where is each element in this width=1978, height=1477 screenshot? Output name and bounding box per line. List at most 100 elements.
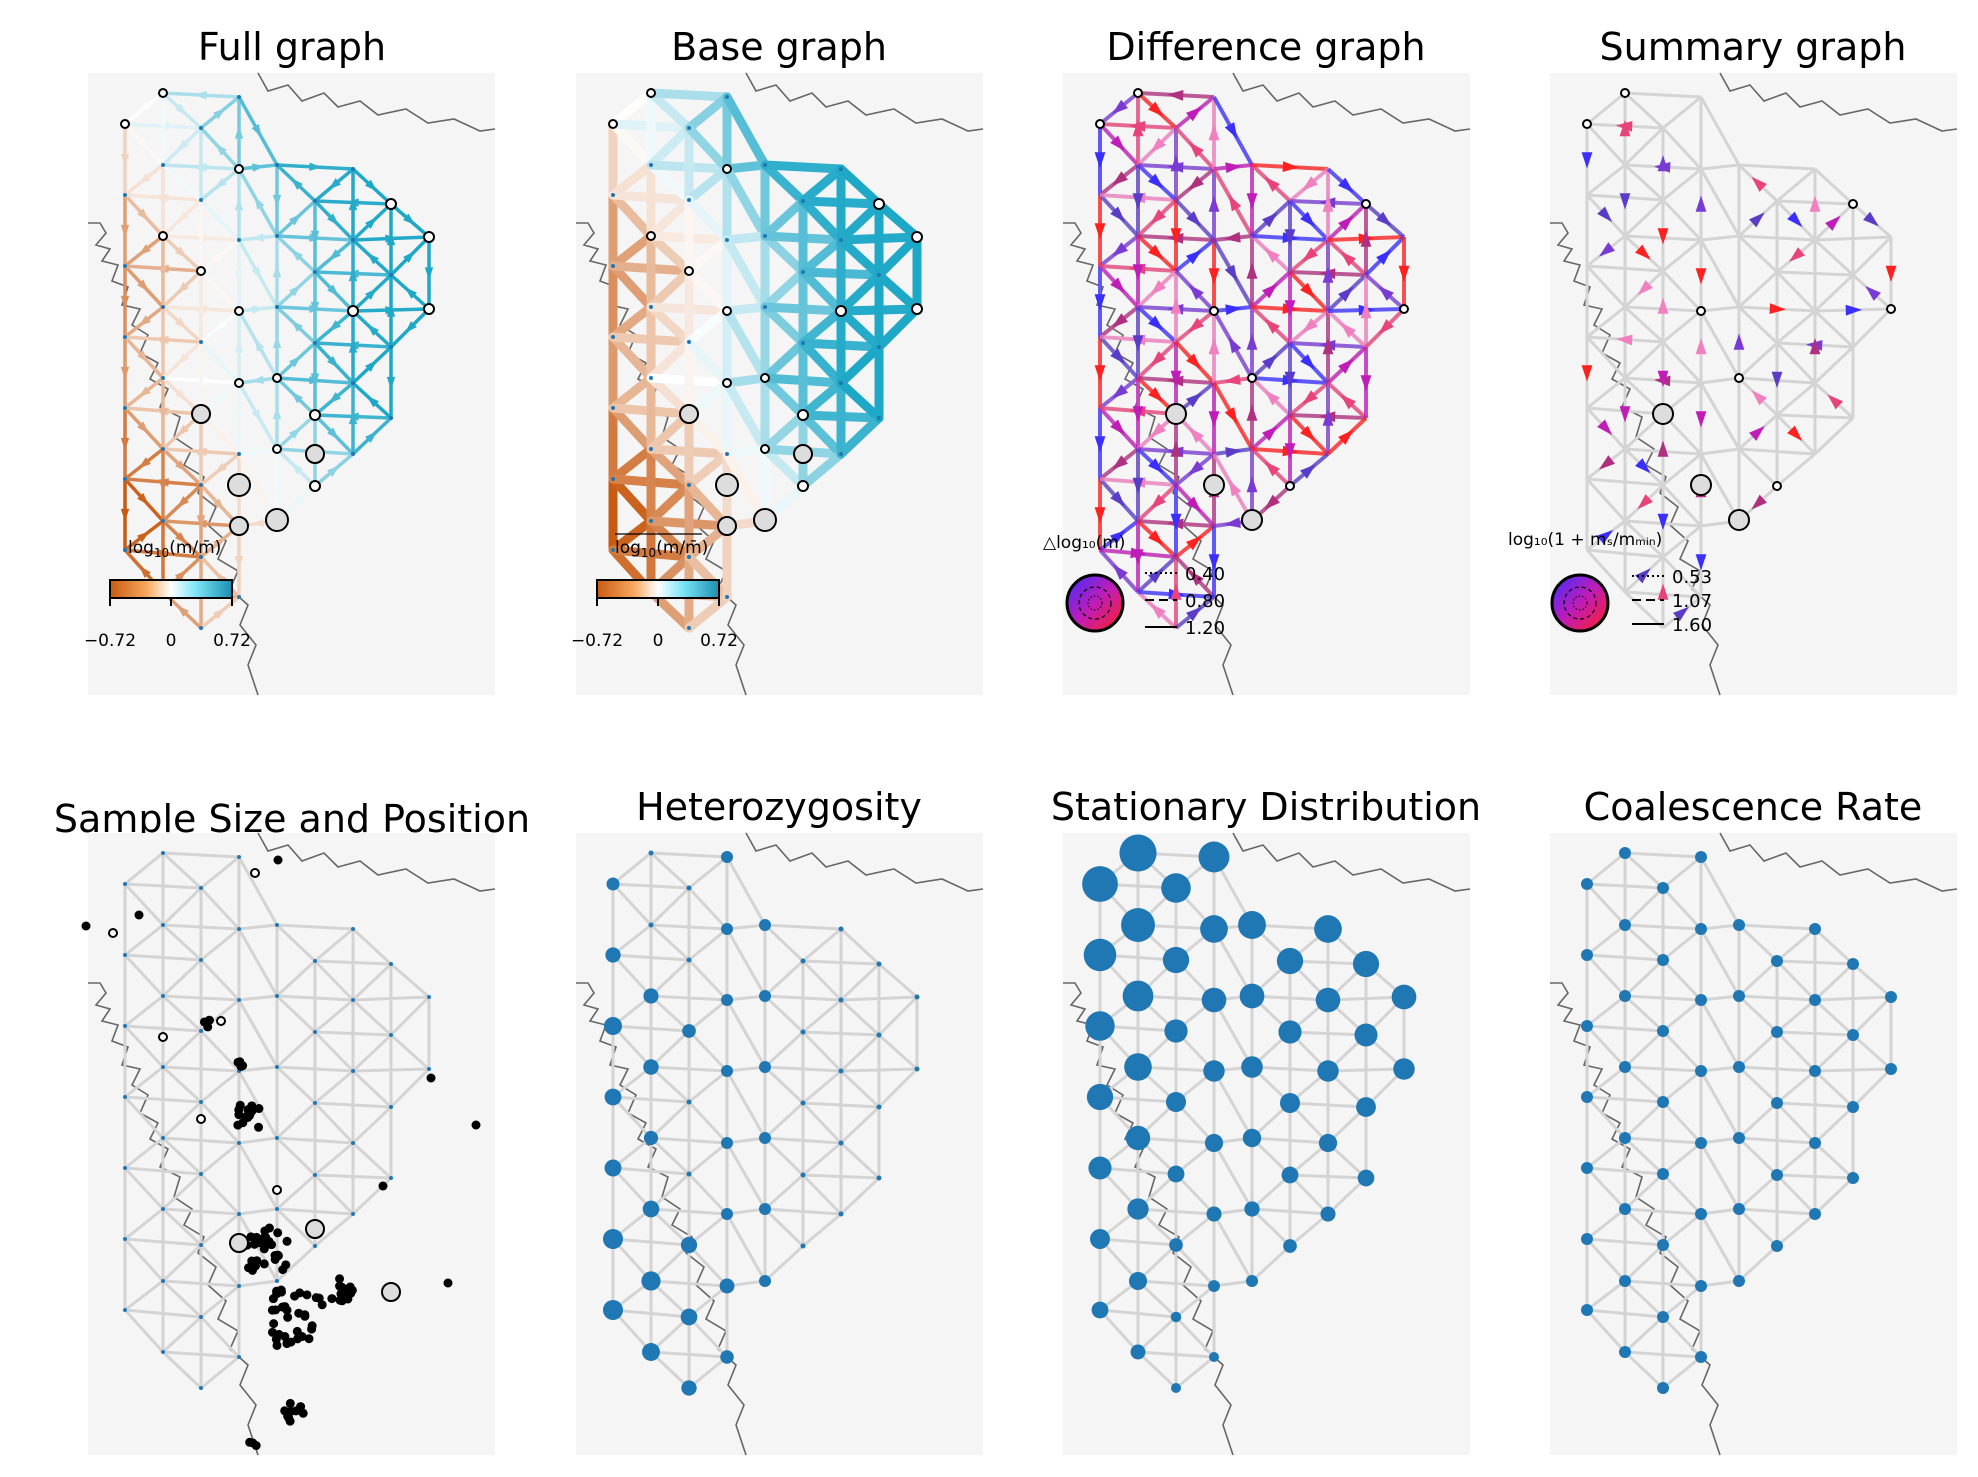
node-dot [1083, 938, 1117, 972]
graph-edge [649, 958, 691, 998]
node-dot [1242, 1128, 1262, 1148]
sampled-node [423, 303, 435, 315]
node-dot [648, 850, 654, 856]
sampled-node [1886, 304, 1896, 314]
direction-arrow [1751, 494, 1767, 510]
graph-node [313, 341, 317, 345]
edge-arrow [251, 448, 265, 457]
direction-arrow [1885, 265, 1897, 282]
graph-edge [1212, 999, 1254, 1068]
graph-node [389, 345, 393, 349]
graph-edge [763, 1207, 805, 1248]
graph-edge [839, 998, 881, 1037]
graph-edge [124, 1207, 164, 1241]
graph-edge [237, 856, 279, 926]
edge-arrow [251, 305, 265, 314]
direction-arrow [1112, 564, 1128, 580]
graph-edge [161, 958, 203, 998]
graph-edge [646, 337, 694, 383]
node-dot [721, 1208, 733, 1220]
graph-node [199, 1029, 203, 1033]
graph-edge [722, 373, 770, 388]
deme-marker [158, 1032, 168, 1042]
graph-edge [1661, 483, 1703, 528]
direction-arrow [1302, 247, 1318, 262]
direction-arrow [1695, 411, 1707, 428]
graph-edge [1175, 1355, 1215, 1390]
node-dot [838, 1068, 844, 1074]
node-dot [1203, 1060, 1225, 1082]
graph-edge [199, 1243, 241, 1288]
graph-node [123, 193, 127, 197]
sample-point [292, 1326, 302, 1336]
edge-arrow [175, 532, 188, 544]
graph-node [725, 452, 729, 456]
direction-arrow [1094, 436, 1106, 453]
edge-arrow [366, 252, 379, 265]
direction-arrow [1150, 209, 1166, 225]
graph-edge [1737, 234, 1779, 274]
direction-arrow [1300, 211, 1316, 227]
sample-point [296, 1402, 306, 1412]
graph-node [275, 234, 279, 238]
direction-arrow [1110, 135, 1126, 152]
graph-edge [608, 403, 656, 454]
direction-arrow [1360, 230, 1372, 247]
direction-arrow [1186, 353, 1202, 370]
graph-edge [836, 235, 884, 280]
graph-node [427, 995, 431, 999]
graph-edge [237, 999, 279, 1068]
graph-edge [1775, 341, 1817, 385]
graph-edge [200, 1212, 240, 1247]
edge-arrow [310, 301, 320, 315]
edge-arrow [158, 336, 168, 350]
graph-edge [123, 953, 165, 998]
graph-edge [1326, 1176, 1368, 1216]
graph-edge [1136, 1350, 1178, 1390]
graph-edge [649, 923, 691, 962]
graph-edge [1776, 1069, 1816, 1105]
direction-arrow [1340, 394, 1356, 410]
graph-edge [161, 994, 203, 1033]
graph-edge [836, 199, 884, 245]
graph-node [199, 198, 203, 202]
graph-edge [1136, 1315, 1178, 1354]
edge-arrow [234, 197, 244, 211]
graph-node [275, 163, 279, 167]
graph-edge [722, 92, 770, 170]
edge-arrow [365, 179, 378, 192]
edge-arrow [365, 288, 378, 300]
edge-arrow [251, 233, 265, 242]
edge-arrow [365, 360, 378, 372]
direction-arrow [1112, 99, 1128, 115]
graph-edge [649, 1207, 691, 1247]
node-dot [1771, 1097, 1783, 1109]
graph-edge [238, 1136, 278, 1145]
edge-arrow [176, 496, 189, 508]
graph-node [351, 998, 355, 1002]
northern-coastline [1719, 72, 1958, 132]
graph-edge [1586, 923, 1626, 957]
graph-edge [688, 1355, 728, 1390]
graph-edge [725, 999, 767, 1068]
direction-arrow [1262, 212, 1278, 228]
graph-node [199, 483, 203, 487]
sample-point [254, 1104, 264, 1114]
edge-arrow [348, 340, 358, 353]
graph-edge [1623, 91, 1665, 130]
node-dot [686, 885, 692, 891]
graph-edge [1623, 1065, 1665, 1104]
edge-arrow [254, 338, 265, 352]
graph-node [763, 305, 767, 309]
edge-arrow [348, 411, 358, 425]
graph-edge [763, 1065, 805, 1105]
graph-edge [1813, 1141, 1855, 1180]
graph-edge [608, 332, 656, 383]
graph-edge [649, 1100, 691, 1140]
graph-node [123, 1166, 127, 1170]
graph-edge [351, 1105, 393, 1145]
graph-edge [760, 444, 808, 491]
graph-edge [313, 1173, 355, 1216]
graph-node [275, 1207, 279, 1211]
graph-node [611, 406, 615, 410]
